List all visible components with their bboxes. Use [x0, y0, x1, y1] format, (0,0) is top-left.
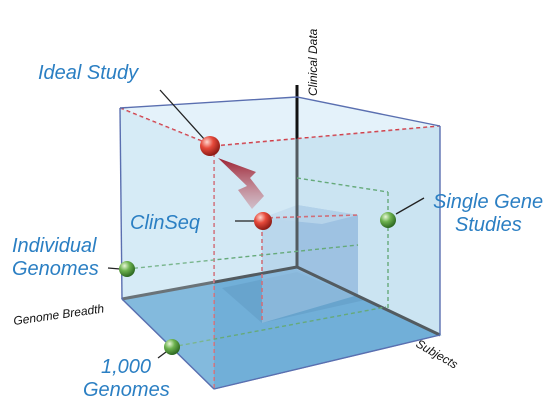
thousand-genomes-point	[164, 339, 180, 355]
thousand-genomes-label-line1: 1,000	[101, 356, 151, 378]
subjects-axis-line	[296, 265, 441, 337]
cube-front-right-face	[214, 126, 440, 389]
clinseq-point	[254, 212, 272, 230]
cube-front-left-face	[120, 108, 214, 389]
single-gene-leader	[395, 197, 425, 215]
ideal-study-leader	[159, 89, 206, 141]
ideal-study-point	[200, 136, 220, 156]
thousand-genomes-guide	[171, 306, 387, 348]
individual-genomes-guide	[126, 244, 359, 270]
cube-back-left-face	[120, 97, 297, 299]
individual-genomes-label-line1: Individual	[12, 235, 97, 257]
clinseq-label: ClinSeq	[130, 212, 200, 234]
individual-genomes-leader	[107, 267, 121, 270]
clinical-data-axis-label: Clinical Data	[306, 28, 320, 96]
ideal-study-label: Ideal Study	[38, 62, 139, 84]
single-gene-guides	[296, 177, 389, 310]
clinseq-block-top-face	[262, 205, 358, 224]
genome-breadth-axis-label: Genome Breadth	[12, 301, 105, 328]
thousand-genomes-leader	[157, 351, 167, 359]
clinseq-block-front-face	[262, 215, 358, 323]
single-gene-label-line1: Single Gene	[433, 191, 543, 213]
progress-arrow	[218, 158, 264, 209]
individual-genomes-label-line2: Genomes	[12, 258, 99, 280]
genome-breadth-axis-line	[121, 265, 298, 301]
thousand-genomes-label-line2: Genomes	[83, 379, 170, 401]
single-gene-label-line2: Studies	[455, 214, 522, 236]
single-gene-studies-point	[380, 212, 396, 228]
subjects-axis-label: Subjects	[414, 336, 461, 371]
individual-genomes-point	[119, 261, 135, 277]
ideal-study-guides	[119, 107, 441, 389]
